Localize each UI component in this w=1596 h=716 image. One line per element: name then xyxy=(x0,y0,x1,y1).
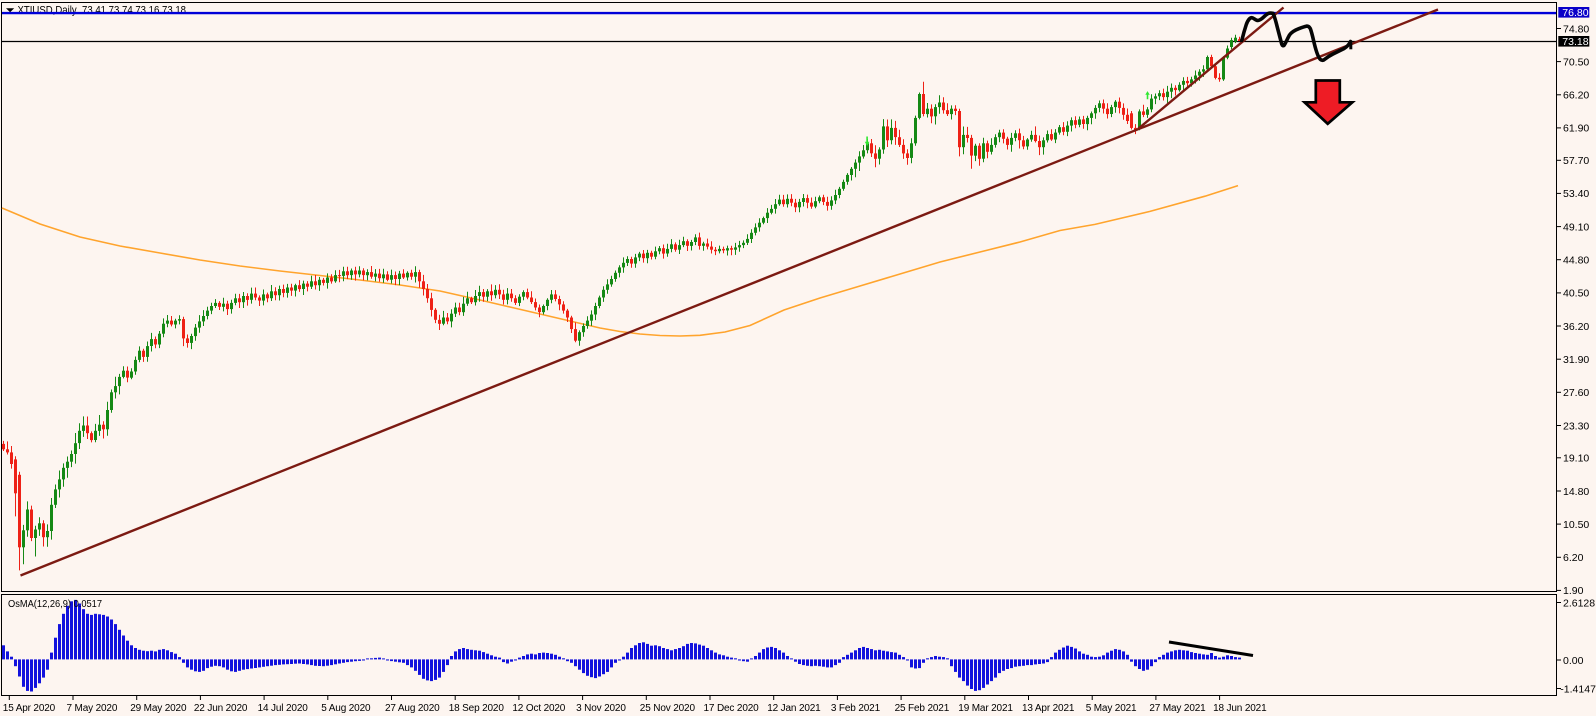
svg-text:14 Jul 2020: 14 Jul 2020 xyxy=(258,703,309,714)
svg-text:22 Jun 2020: 22 Jun 2020 xyxy=(194,703,248,714)
svg-text:27.60: 27.60 xyxy=(1563,387,1589,399)
svg-text:49.10: 49.10 xyxy=(1563,221,1589,233)
svg-text:74.80: 74.80 xyxy=(1563,23,1589,35)
svg-text:36.20: 36.20 xyxy=(1563,321,1589,333)
svg-text:73.18: 73.18 xyxy=(1562,36,1588,48)
svg-text:25 Feb 2021: 25 Feb 2021 xyxy=(895,703,950,714)
svg-text:17 Dec 2020: 17 Dec 2020 xyxy=(704,703,760,714)
svg-text:2.6128: 2.6128 xyxy=(1563,597,1595,609)
svg-text:27 May 2021: 27 May 2021 xyxy=(1149,703,1206,714)
svg-text:XTIUSD,Daily 73.41 73.74 73.1: XTIUSD,Daily 73.41 73.74 73.16 73.18 xyxy=(18,4,187,16)
svg-text:40.50: 40.50 xyxy=(1563,288,1589,300)
svg-text:44.80: 44.80 xyxy=(1563,255,1589,267)
svg-text:53.40: 53.40 xyxy=(1563,188,1589,200)
svg-text:7 May 2020: 7 May 2020 xyxy=(67,703,118,714)
svg-text:57.70: 57.70 xyxy=(1563,155,1589,167)
svg-text:18 Sep 2020: 18 Sep 2020 xyxy=(449,703,505,714)
svg-text:23.30: 23.30 xyxy=(1563,420,1589,432)
svg-text:29 May 2020: 29 May 2020 xyxy=(130,703,187,714)
svg-text:5 May 2021: 5 May 2021 xyxy=(1086,703,1137,714)
svg-text:6.20: 6.20 xyxy=(1563,552,1584,564)
svg-text:3 Nov 2020: 3 Nov 2020 xyxy=(576,703,626,714)
svg-text:19.10: 19.10 xyxy=(1563,453,1589,465)
svg-text:61.90: 61.90 xyxy=(1563,123,1589,135)
svg-text:5 Aug 2020: 5 Aug 2020 xyxy=(321,703,371,714)
svg-text:31.90: 31.90 xyxy=(1563,354,1589,366)
svg-text:1.90: 1.90 xyxy=(1563,585,1584,597)
svg-text:13 Apr 2021: 13 Apr 2021 xyxy=(1022,703,1075,714)
svg-text:66.20: 66.20 xyxy=(1563,90,1589,102)
svg-text:OsMA(12,26,9) 0.0517: OsMA(12,26,9) 0.0517 xyxy=(8,598,102,610)
svg-text:27 Aug 2020: 27 Aug 2020 xyxy=(385,703,440,714)
svg-text:70.50: 70.50 xyxy=(1563,56,1589,68)
svg-text:12 Jan 2021: 12 Jan 2021 xyxy=(767,703,821,714)
svg-text:15 Apr 2020: 15 Apr 2020 xyxy=(3,703,56,714)
svg-text:14.80: 14.80 xyxy=(1563,486,1589,498)
svg-text:-1.4147: -1.4147 xyxy=(1560,683,1596,695)
svg-text:19 Mar 2021: 19 Mar 2021 xyxy=(958,703,1013,714)
svg-text:12 Oct 2020: 12 Oct 2020 xyxy=(512,703,565,714)
svg-text:76.80: 76.80 xyxy=(1562,7,1588,19)
svg-text:25 Nov 2020: 25 Nov 2020 xyxy=(640,703,696,714)
svg-text:18 Jun 2021: 18 Jun 2021 xyxy=(1213,703,1267,714)
svg-text:10.50: 10.50 xyxy=(1563,519,1589,531)
svg-text:3 Feb 2021: 3 Feb 2021 xyxy=(831,703,881,714)
svg-text:0.00: 0.00 xyxy=(1563,655,1584,667)
